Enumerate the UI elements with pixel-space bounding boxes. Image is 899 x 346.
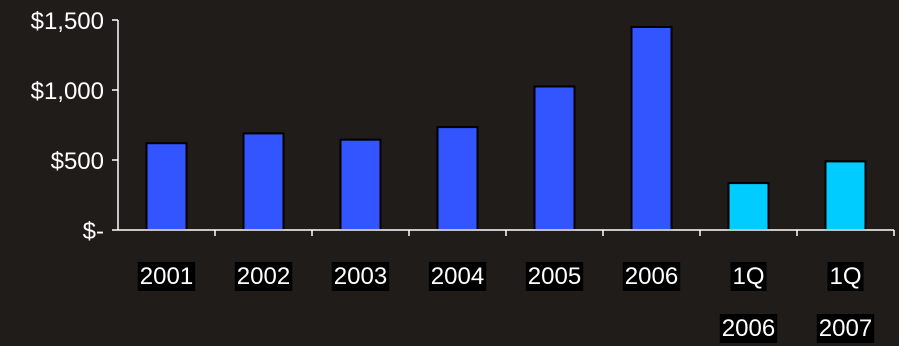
bars [145, 26, 867, 232]
x-label-box [428, 262, 487, 291]
bar [436, 126, 479, 231]
x-label-box [827, 262, 864, 291]
x-tick-label: 2002 [237, 263, 290, 290]
x-label-box [525, 262, 584, 291]
bar [339, 138, 382, 231]
x-axis-labels: 2001 2002 2003 2004 2005 2006 1Q 2006 1Q 2007 [137, 262, 875, 343]
axes [117, 20, 895, 236]
y-tick-label: $1,500 [31, 8, 104, 35]
bar [242, 132, 285, 231]
x-tick-label: 1Q [732, 263, 764, 290]
x-label-box [816, 314, 875, 343]
y-tick-label: $- [83, 218, 104, 245]
x-label-box [622, 262, 681, 291]
x-label-box [234, 262, 293, 291]
x-tick-label: 2006 [625, 263, 678, 290]
x-label-box [719, 314, 778, 343]
bar [145, 142, 188, 231]
x-tick-label: 2005 [528, 263, 581, 290]
x-tick-label: 2006 [722, 315, 775, 342]
y-axis-ticks: $- $500 $1,000 $1,500 [31, 8, 118, 245]
x-label-box [331, 262, 390, 291]
x-tick-label: 2003 [334, 263, 387, 290]
x-label-box [730, 262, 767, 291]
y-tick-label: $1,000 [31, 78, 104, 105]
bar [533, 85, 576, 231]
x-tick-label: 2007 [819, 315, 872, 342]
bar [824, 160, 867, 231]
bar [727, 182, 770, 232]
x-tick-label: 2004 [431, 263, 484, 290]
y-tick-label: $500 [51, 148, 104, 175]
bar [630, 26, 673, 231]
x-tick-label: 1Q [829, 263, 861, 290]
x-tick-label: 2001 [140, 263, 193, 290]
x-label-box [137, 262, 196, 291]
